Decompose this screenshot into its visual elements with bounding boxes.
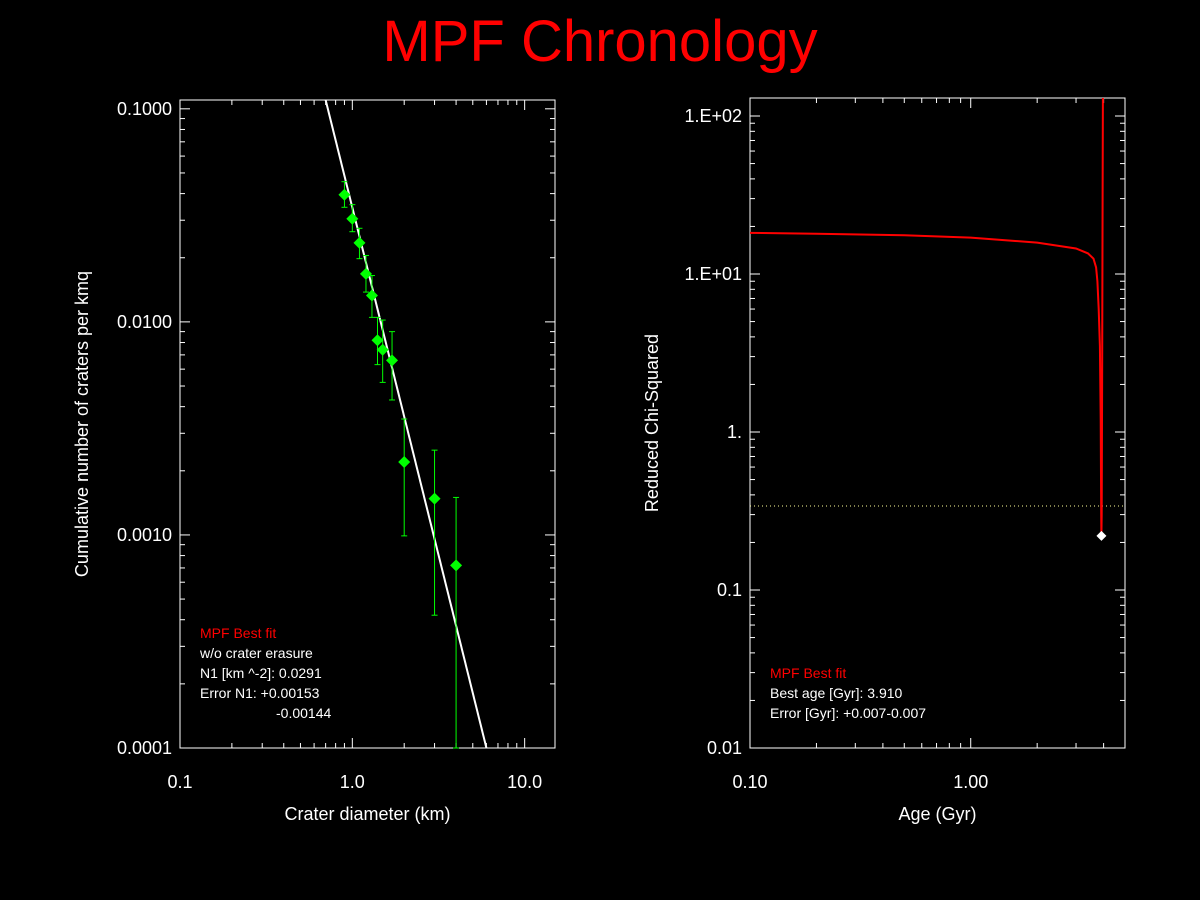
- legend-text: N1 [km ^-2]: 0.0291: [200, 665, 322, 681]
- x-tick-label: 10.0: [507, 772, 542, 792]
- legend-text: Error [Gyr]: +0.007-0.007: [770, 705, 926, 721]
- data-point: [428, 492, 441, 505]
- legend-text: MPF Best fit: [770, 665, 846, 681]
- y-tick-label: 0.1000: [117, 99, 172, 119]
- data-point: [371, 334, 384, 347]
- data-point: [365, 289, 378, 302]
- data-point: [359, 267, 372, 280]
- data-point: [346, 212, 359, 225]
- chi-squared-chart: 0.10 1.00 0.01 0.1 1. 1.E+01 1.E+02 Age (Gyr) Re…: [642, 97, 1126, 824]
- y-tick-label: 1.E+02: [684, 106, 742, 126]
- x-tick-label: 1.0: [340, 772, 365, 792]
- legend-text: -0.00144: [276, 705, 331, 721]
- y-tick-label: 0.0001: [117, 738, 172, 758]
- x-axis-label: Crater diameter (km): [284, 804, 450, 824]
- x-tick-label: 1.00: [953, 772, 988, 792]
- chi-squared-curve: [749, 97, 1104, 536]
- data-point: [353, 236, 366, 249]
- x-tick-label: 0.10: [732, 772, 767, 792]
- fit-line: [324, 99, 488, 749]
- data-point: [376, 343, 389, 356]
- legend-text: MPF Best fit: [200, 625, 276, 641]
- chart-title: MPF Chronology: [382, 9, 818, 74]
- legend-text: Best age [Gyr]: 3.910: [770, 685, 903, 701]
- y-axis-label: Reduced Chi-Squared: [642, 334, 662, 512]
- crater-frequency-chart: 0.1 1.0 10.0 0.0001 0.0010 0.0100 0.1000 Crater…: [72, 99, 556, 824]
- x-axis-label: Age (Gyr): [898, 804, 976, 824]
- plot-frame: [749, 97, 1126, 749]
- best-fit-point: [1096, 530, 1107, 541]
- y-tick-label: 0.0010: [117, 525, 172, 545]
- x-tick-label: 0.1: [167, 772, 192, 792]
- y-tick-label: 0.1: [717, 580, 742, 600]
- y-axis-label: Cumulative number of craters per kmq: [72, 271, 92, 577]
- data-point: [450, 559, 463, 572]
- y-tick-label: 1.E+01: [684, 264, 742, 284]
- y-tick-label: 0.01: [707, 738, 742, 758]
- legend-text: w/o crater erasure: [199, 645, 313, 661]
- data-point: [386, 354, 399, 367]
- legend-text: Error N1: +0.00153: [200, 685, 320, 701]
- y-tick-label: 0.0100: [117, 312, 172, 332]
- plot-frame: [179, 99, 556, 749]
- data-point: [398, 455, 411, 468]
- data-point: [338, 188, 351, 201]
- y-tick-label: 1.: [727, 422, 742, 442]
